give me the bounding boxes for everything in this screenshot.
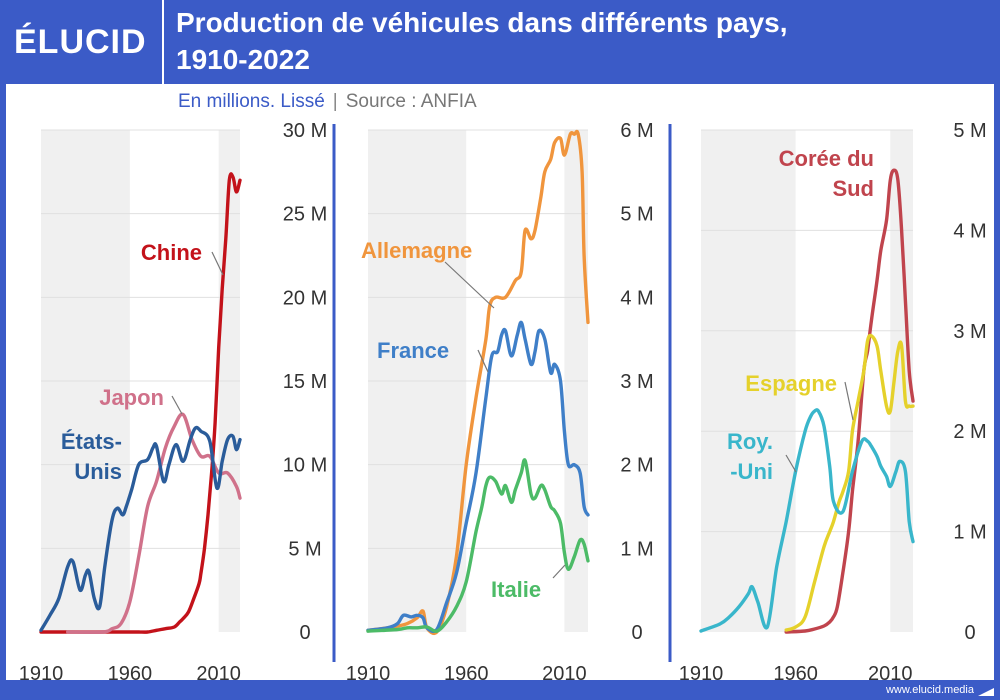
source-note: Source : ANFIA <box>345 91 477 112</box>
series-label: Corée du <box>779 146 874 171</box>
x-tick-label: 2010 <box>542 663 587 685</box>
label-leader-line <box>171 395 183 415</box>
x-tick-label: 2010 <box>868 663 913 685</box>
y-tick-label: 4 M <box>953 220 986 242</box>
chart-subtitle: En millions. Lissé | Source : ANFIA <box>178 90 477 114</box>
x-tick-label: 2010 <box>196 663 241 685</box>
x-tick-label: 1910 <box>346 663 391 685</box>
y-tick-label: 1 M <box>953 522 986 544</box>
chart-title-line-1: Production de véhicules dans différents … <box>176 7 788 38</box>
series-line-france <box>366 320 590 634</box>
y-tick-label: 20 M <box>283 287 327 309</box>
elucid-mark-icon <box>978 688 994 696</box>
label-leader-line <box>211 251 224 276</box>
series-label: Espagne <box>745 371 837 396</box>
x-tick-label: 1910 <box>19 663 64 685</box>
elucid-logo: ÉLUCID <box>14 23 147 61</box>
x-tick-label: 1960 <box>773 663 818 685</box>
x-tick-label: 1960 <box>444 663 489 685</box>
series-label: Sud <box>832 176 874 201</box>
y-tick-label: 6 M <box>620 120 653 142</box>
y-tick-label: 1 M <box>620 538 653 560</box>
label-leader-line <box>477 349 489 373</box>
y-tick-label: 3 M <box>953 321 986 343</box>
series-label: Unis <box>74 459 122 484</box>
series-label: Allemagne <box>361 238 472 263</box>
y-tick-label: 0 <box>299 622 310 644</box>
series-label: Roy. <box>727 429 773 454</box>
label-leader-line <box>785 454 797 473</box>
y-tick-label: 4 M <box>620 287 653 309</box>
series-label: France <box>377 338 449 363</box>
y-tick-label: 5 M <box>620 204 653 226</box>
units-note: En millions. Lissé <box>178 91 325 112</box>
subtitle-separator: | <box>332 91 338 112</box>
label-leader-line <box>552 564 566 579</box>
y-tick-label: 0 <box>964 622 975 644</box>
chart-right: 0 1 M 2 M 3 M 4 M 5 M 1910 1960 2010 Corée du Sud E… <box>679 120 987 685</box>
website-credit[interactable]: www.elucid.media <box>885 684 974 696</box>
y-tick-label: 2 M <box>953 421 986 443</box>
y-tick-label: 30 M <box>283 120 327 142</box>
label-leader-line <box>444 261 495 309</box>
x-tick-label: 1910 <box>679 663 724 685</box>
chart-panel <box>6 84 994 680</box>
series-line--tats-unis <box>39 425 242 632</box>
series-label: Chine <box>141 240 202 265</box>
y-tick-label: 5 M <box>288 538 321 560</box>
series-label: Italie <box>491 577 541 602</box>
y-tick-label: 2 M <box>620 455 653 477</box>
series-line-italie <box>366 458 590 633</box>
chart-middle: 0 1 M 2 M 3 M 4 M 5 M 6 M 1910 1960 2010 Allemagne… <box>346 120 672 685</box>
y-tick-label: 0 <box>631 622 642 644</box>
series-line-chine <box>39 172 242 634</box>
logo-divider <box>162 0 164 84</box>
chart-title-line-2: 1910-2022 <box>176 44 310 75</box>
y-tick-label: 15 M <box>283 371 327 393</box>
series-label: Japon <box>99 385 164 410</box>
y-tick-label: 5 M <box>953 120 986 142</box>
series-label: États- <box>61 429 122 454</box>
series-line-royaume-uni <box>699 408 915 633</box>
y-tick-label: 10 M <box>283 455 327 477</box>
y-tick-label: 25 M <box>283 204 327 226</box>
label-leader-line <box>844 381 854 421</box>
x-tick-label: 1960 <box>108 663 153 685</box>
series-line-espagne <box>784 333 915 632</box>
y-tick-label: 3 M <box>620 371 653 393</box>
series-label: -Uni <box>730 459 773 484</box>
chart-left: 0 5 M 10 M 15 M 20 M 25 M 30 M 1910 1960 2010 Chin… <box>19 120 336 685</box>
chart-title: Production de véhicules dans différents … <box>176 4 976 78</box>
header-bar: ÉLUCID Production de véhicules dans diff… <box>0 0 1000 84</box>
